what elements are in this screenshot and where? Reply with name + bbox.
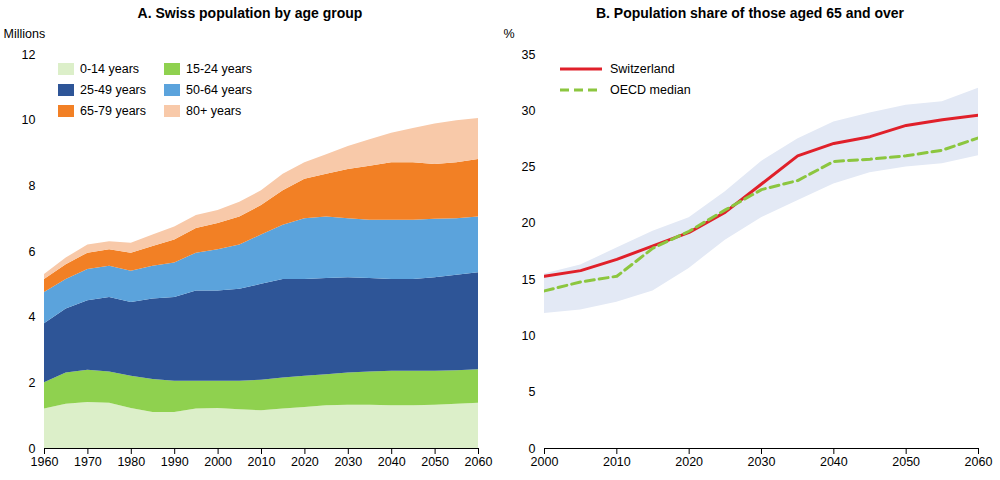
svg-text:2060: 2060 [465, 455, 493, 469]
svg-text:8: 8 [29, 179, 36, 193]
html-text:B. Population share of those a: B. Population share of those aged 65 and… [596, 5, 904, 21]
svg-text:2040: 2040 [820, 455, 848, 469]
svg-text:15: 15 [522, 273, 536, 287]
svg-text:1990: 1990 [161, 455, 189, 469]
svg-text:5: 5 [529, 385, 536, 399]
svg-text:6: 6 [29, 245, 36, 259]
svg-text:1970: 1970 [74, 455, 102, 469]
svg-text:30: 30 [522, 104, 536, 118]
svg-text:2020: 2020 [291, 455, 319, 469]
svg-text:2020: 2020 [675, 455, 703, 469]
svg-text:35: 35 [522, 48, 536, 62]
svg-text:2000: 2000 [204, 455, 232, 469]
svg-text:%: % [504, 27, 515, 41]
html-text:65-79 years: 65-79 years [80, 104, 146, 118]
svg-text:12: 12 [22, 48, 36, 62]
svg-text:2: 2 [29, 376, 36, 390]
svg-text:2010: 2010 [248, 455, 276, 469]
svg-text:2000: 2000 [531, 455, 559, 469]
html-text:50-64 years: 50-64 years [186, 83, 252, 97]
html-text:0-14 years: 0-14 years [80, 62, 140, 76]
svg-text:20: 20 [522, 216, 536, 230]
svg-text:2050: 2050 [892, 455, 920, 469]
svg-text:4: 4 [29, 310, 36, 324]
svg-text:2060: 2060 [965, 455, 993, 469]
svg-text:10: 10 [522, 329, 536, 343]
svg-text:2030: 2030 [748, 455, 776, 469]
svg-text:2050: 2050 [421, 455, 449, 469]
svg-text:2040: 2040 [378, 455, 406, 469]
html-text:15-24 years: 15-24 years [186, 62, 252, 76]
html-text:80+ years: 80+ years [186, 104, 242, 118]
svg-text:0: 0 [529, 442, 536, 456]
svg-text:0: 0 [29, 442, 36, 456]
svg-text:Millions: Millions [4, 27, 46, 41]
svg-text:10: 10 [22, 113, 36, 127]
html-text:Switzerland: Switzerland [610, 62, 675, 76]
html-text:A. Swiss population by age gro: A. Swiss population by age group [137, 5, 363, 21]
html-text:25-49 years: 25-49 years [80, 83, 146, 97]
svg-text:2010: 2010 [603, 455, 631, 469]
svg-text:25: 25 [522, 160, 536, 174]
svg-text:1960: 1960 [31, 455, 59, 469]
svg-text:2030: 2030 [334, 455, 362, 469]
svg-text:1980: 1980 [117, 455, 145, 469]
html-text:OECD median: OECD median [610, 83, 691, 97]
